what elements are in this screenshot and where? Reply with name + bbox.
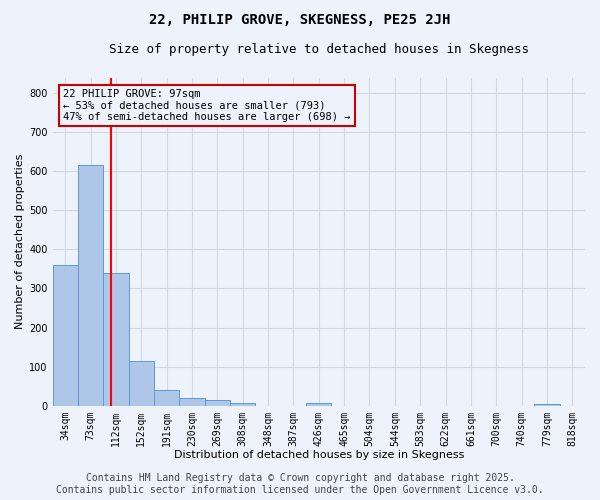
Bar — [53, 265, 78, 406]
Bar — [179, 398, 205, 406]
Bar — [128, 361, 154, 406]
Title: Size of property relative to detached houses in Skegness: Size of property relative to detached ho… — [109, 42, 529, 56]
Bar — [230, 402, 256, 406]
Text: Contains HM Land Registry data © Crown copyright and database right 2025.
Contai: Contains HM Land Registry data © Crown c… — [56, 474, 544, 495]
Bar — [205, 400, 230, 406]
Text: 22 PHILIP GROVE: 97sqm
← 53% of detached houses are smaller (793)
47% of semi-de: 22 PHILIP GROVE: 97sqm ← 53% of detached… — [63, 89, 350, 122]
Y-axis label: Number of detached properties: Number of detached properties — [15, 154, 25, 330]
Bar — [103, 273, 128, 406]
Bar — [306, 402, 331, 406]
Bar — [78, 166, 103, 406]
Bar — [154, 390, 179, 406]
X-axis label: Distribution of detached houses by size in Skegness: Distribution of detached houses by size … — [173, 450, 464, 460]
Bar — [534, 404, 560, 406]
Text: 22, PHILIP GROVE, SKEGNESS, PE25 2JH: 22, PHILIP GROVE, SKEGNESS, PE25 2JH — [149, 12, 451, 26]
